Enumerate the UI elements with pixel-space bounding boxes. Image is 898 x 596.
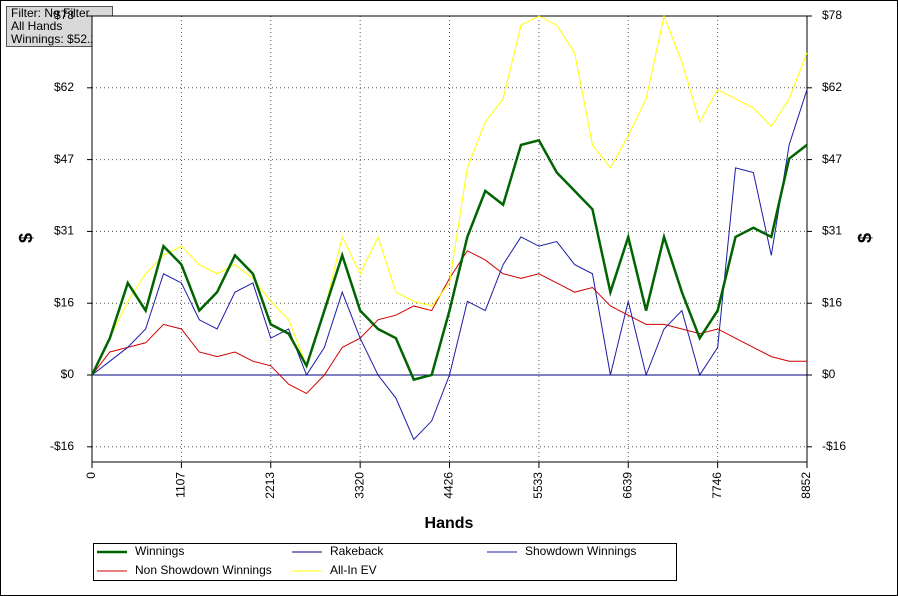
y-tick-label: $47	[54, 152, 74, 166]
y-tick-label: $0	[61, 367, 75, 381]
legend-label: Showdown Winnings	[525, 544, 636, 558]
plot-area	[92, 16, 807, 462]
y-tick-label: $78	[54, 8, 74, 22]
y-tick-label: $31	[54, 224, 74, 238]
series-line	[91, 89, 808, 441]
y2-tick-label: $16	[822, 295, 842, 309]
x-tick-label: 2213	[263, 472, 277, 499]
filter-text: Filter: No Filter	[11, 6, 90, 20]
x-tick-label: 1107	[174, 472, 188, 498]
y2-tick-label: $47	[822, 152, 842, 166]
series-line	[91, 14, 808, 376]
y-tick-label: -$16	[50, 439, 74, 453]
legend	[93, 543, 677, 581]
x-tick-label: 8852	[799, 472, 813, 499]
y2-tick-label: $31	[822, 224, 842, 238]
filter-text: Winnings: $52.20	[11, 32, 104, 46]
x-tick-label: 4426	[442, 472, 456, 499]
x-tick-label: 0	[84, 472, 98, 479]
legend-label: Non Showdown Winnings	[135, 563, 272, 577]
y2-axis-title: $	[855, 233, 875, 243]
x-tick-label: 7746	[710, 472, 724, 499]
y2-tick-label: $62	[822, 80, 842, 94]
legend-label: Rakeback	[330, 544, 384, 558]
y2-tick-label: $0	[822, 367, 836, 381]
series-line	[90, 138, 808, 382]
y-tick-label: $62	[54, 80, 74, 94]
x-tick-label: 3320	[352, 472, 366, 499]
filter-text: All Hands	[11, 19, 62, 33]
plot-border	[91, 15, 808, 463]
y2-tick-label: $78	[822, 8, 842, 22]
x-tick-label: 6639	[620, 472, 634, 499]
y2-tick-label: -$16	[822, 439, 846, 453]
legend-label: All-In EV	[330, 563, 377, 577]
legend-label: Winnings	[135, 544, 184, 558]
x-tick-label: 5533	[531, 472, 545, 499]
x-axis-title: Hands	[425, 515, 474, 532]
y-tick-label: $16	[54, 295, 74, 309]
y-axis-title: $	[16, 233, 36, 243]
